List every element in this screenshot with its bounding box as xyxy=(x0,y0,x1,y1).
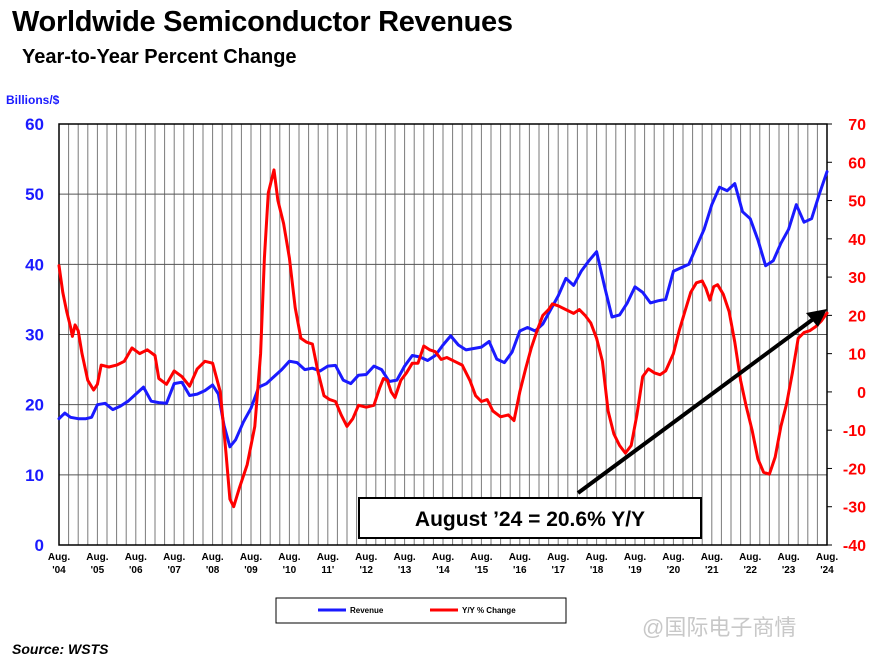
annotation: August ’24 = 20.6% Y/Y xyxy=(358,309,827,539)
right-axis-tick-label: -40 xyxy=(843,538,866,555)
x-axis-tick-label: '07 xyxy=(167,565,181,576)
series-line-revenue xyxy=(57,170,829,449)
left-axis-tick-label: 40 xyxy=(25,255,44,274)
x-axis-tick-label: Aug. xyxy=(739,552,761,563)
x-axis-tick-label: '20 xyxy=(667,565,681,576)
x-axis-tick-label: '19 xyxy=(628,565,642,576)
source-note: Source: WSTS xyxy=(12,641,109,657)
x-axis-tick-label: '17 xyxy=(551,565,565,576)
left-axis-tick-label: 50 xyxy=(25,185,44,204)
right-axis-tick-label: 70 xyxy=(848,117,866,134)
series xyxy=(57,168,829,509)
x-axis-tick-label: '06 xyxy=(129,565,143,576)
annotation-arrow-head xyxy=(806,309,827,327)
x-axis-tick-label: '14 xyxy=(436,565,450,576)
grid xyxy=(59,123,827,546)
x-axis-tick-label: Aug. xyxy=(86,552,108,563)
right-axis-tick-label: 40 xyxy=(848,232,866,249)
x-axis-tick-label: Aug. xyxy=(278,552,300,563)
chart-subtitle: Year-to-Year Percent Change xyxy=(22,46,297,68)
x-axis-tick-label: '08 xyxy=(206,565,220,576)
x-axis-tick-label: Aug. xyxy=(662,552,684,563)
x-axis-tick-label: '24 xyxy=(820,565,834,576)
x-axis-tick-label: Aug. xyxy=(470,552,492,563)
legend: Revenue Y/Y % Change xyxy=(275,597,567,624)
x-axis-tick-label: Aug. xyxy=(585,552,607,563)
x-axis-tick-label: '04 xyxy=(52,565,66,576)
chart-title: Worldwide Semiconductor Revenues xyxy=(12,6,513,38)
x-axis-tick-label: Aug. xyxy=(701,552,723,563)
x-axis-tick-label: '05 xyxy=(91,565,105,576)
x-axis-tick-label: '13 xyxy=(398,565,412,576)
x-axis-tick-label: '21 xyxy=(705,565,719,576)
left-axis-tick-label: 10 xyxy=(25,466,44,485)
right-axis-tick-label: -10 xyxy=(843,423,866,440)
right-axis-tick-label: -20 xyxy=(843,461,866,478)
right-axis-tick-label: 30 xyxy=(848,270,866,287)
x-axis-tick-label: Aug. xyxy=(240,552,262,563)
annotation-arrow-line xyxy=(576,315,818,495)
legend-label-yoy: Y/Y % Change xyxy=(462,606,516,615)
x-axis-tick-label: Aug. xyxy=(355,552,377,563)
left-axis-tick-label: 30 xyxy=(25,326,44,345)
axes: 0 10 20 30 40 50 60 Billions/$ -40 -30 -20 -10 0 10 20… xyxy=(6,93,866,576)
x-axis-tick-label: Aug. xyxy=(317,552,339,563)
x-axis-tick-label: 11' xyxy=(321,565,334,576)
x-axis-tick-label: '23 xyxy=(782,565,796,576)
right-axis-tick-label: 20 xyxy=(848,308,866,325)
x-axis-tick-label: Aug. xyxy=(201,552,223,563)
left-axis-tick-label: 60 xyxy=(25,115,44,134)
left-axis-tick-label: 20 xyxy=(25,396,44,415)
x-axis-tick-label: Aug. xyxy=(777,552,799,563)
right-axis-tick-label: 0 xyxy=(857,385,866,402)
x-axis-tick-label: Aug. xyxy=(125,552,147,563)
right-axis-tick-label: 10 xyxy=(848,347,866,364)
x-axis-tick-label: '22 xyxy=(743,565,757,576)
right-axis-tick-label: 60 xyxy=(848,155,866,172)
x-axis-tick-label: Aug. xyxy=(393,552,415,563)
left-axis-tick-label: 0 xyxy=(35,536,44,555)
x-axis-tick-label: '12 xyxy=(359,565,373,576)
x-axis-tick-label: '15 xyxy=(475,565,489,576)
x-axis-tick-label: '16 xyxy=(513,565,527,576)
x-axis-tick-label: Aug. xyxy=(509,552,531,563)
x-axis-tick-label: Aug. xyxy=(163,552,185,563)
x-axis-tick-label: '09 xyxy=(244,565,258,576)
x-axis-tick-label: '10 xyxy=(283,565,297,576)
x-axis-tick-label: Aug. xyxy=(816,552,838,563)
x-axis-tick-label: Aug. xyxy=(624,552,646,563)
x-axis-tick-label: Aug. xyxy=(48,552,70,563)
annotation-text: August ’24 = 20.6% Y/Y xyxy=(415,508,645,531)
watermark: @国际电子商情 xyxy=(642,615,797,640)
right-axis-tick-label: 50 xyxy=(848,194,866,211)
x-axis-tick-label: Aug. xyxy=(432,552,454,563)
x-axis-tick-label: '18 xyxy=(590,565,604,576)
right-axis-tick-label: -30 xyxy=(843,500,866,517)
legend-label-revenue: Revenue xyxy=(350,606,384,615)
left-axis-label: Billions/$ xyxy=(6,93,60,107)
plot-frame xyxy=(58,123,828,546)
annotation-box xyxy=(358,497,702,539)
x-axis-tick-label: Aug. xyxy=(547,552,569,563)
series-line-y-y-change xyxy=(57,168,829,509)
